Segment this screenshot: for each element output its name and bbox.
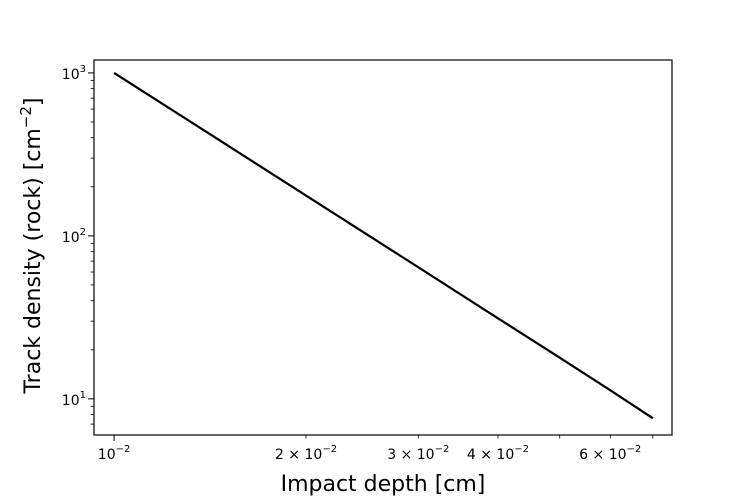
series-layer bbox=[113, 71, 654, 420]
y-axis-title-exponent: −2 bbox=[17, 106, 35, 128]
x-tick-label-base: 6 × 10 bbox=[579, 447, 626, 463]
y-tick-label: 102 bbox=[62, 227, 86, 246]
x-tick-label-exponent: −2 bbox=[627, 444, 642, 455]
x-tick-label: 3 × 10−2 bbox=[387, 444, 449, 463]
x-tick-label-base: 2 × 10 bbox=[275, 447, 322, 463]
y-tick-label-base: 10 bbox=[62, 67, 80, 83]
y-tick-label-base: 10 bbox=[62, 230, 80, 246]
series-line bbox=[113, 71, 654, 420]
x-tick-label: 2 × 10−2 bbox=[275, 444, 337, 463]
x-tick-label-base: 10 bbox=[98, 447, 116, 463]
x-tick-label-exponent: −2 bbox=[435, 444, 450, 455]
x-tick-label: 10−2 bbox=[98, 444, 131, 463]
y-axis-title: Track density (rock) [cm−2] bbox=[17, 97, 46, 394]
x-axis-title: Impact depth [cm] bbox=[281, 472, 486, 497]
x-tick-label-exponent: −2 bbox=[116, 444, 131, 455]
x-tick-label-exponent: −2 bbox=[322, 444, 337, 455]
y-tick-label-base: 10 bbox=[62, 393, 80, 409]
x-tick-label: 6 × 10−2 bbox=[579, 444, 641, 463]
y-axis-title-main: Track density (rock) [cm bbox=[21, 128, 46, 394]
minor-ticks bbox=[90, 79, 654, 439]
y-tick-label: 103 bbox=[62, 64, 86, 83]
major-ticks bbox=[88, 72, 611, 441]
y-tick-label-exponent: 3 bbox=[80, 64, 86, 75]
y-tick-label: 101 bbox=[62, 390, 86, 409]
y-axis-title-end: ] bbox=[21, 97, 46, 106]
x-tick-label-exponent: −2 bbox=[514, 444, 529, 455]
x-tick-label: 4 × 10−2 bbox=[467, 444, 529, 463]
y-tick-label-exponent: 1 bbox=[80, 390, 86, 401]
x-tick-label-base: 3 × 10 bbox=[387, 447, 434, 463]
plot-frame bbox=[93, 59, 673, 436]
tick-labels: 10−2 2 × 10−2 3 × 10−2 4 × 10−2 6 × 10−21011… bbox=[62, 64, 641, 463]
x-tick-label-base: 4 × 10 bbox=[467, 447, 514, 463]
y-tick-label-exponent: 2 bbox=[80, 227, 86, 238]
